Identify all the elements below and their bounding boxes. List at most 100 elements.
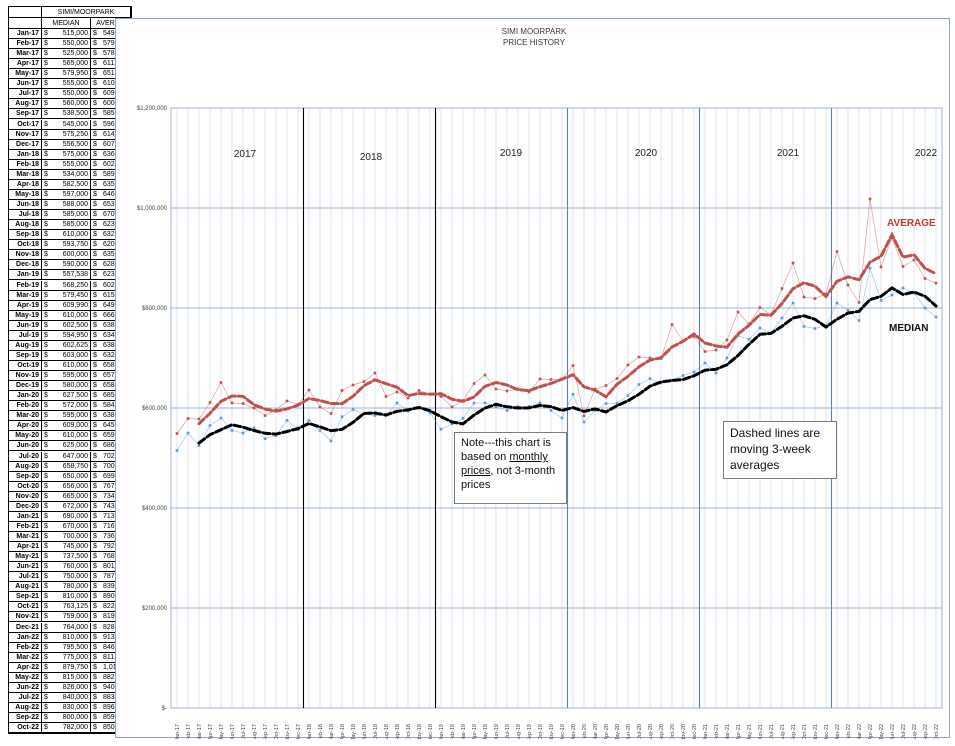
row-median: $534,000 [42, 169, 91, 180]
row-month: Aug-17 [9, 99, 42, 110]
average-point [340, 389, 344, 392]
table-row: Jun-19 $602,500 $638, [9, 320, 131, 331]
table-row: Feb-20 $572,000 $584, [9, 401, 131, 412]
x-tick-label: Apr-18 [340, 724, 346, 739]
x-tick-label: Jan-19 [439, 724, 445, 739]
x-tick-label: May-22 [879, 724, 885, 739]
table-row: Jun-21 $760,000 $801, [9, 562, 131, 573]
row-month: Jan-22 [9, 632, 42, 643]
table-row: Jan-21 $690,000 $713, [9, 511, 131, 522]
table-row: Jan-22 $810,000 $913 [9, 632, 131, 643]
year-label: 2021 [777, 148, 800, 159]
price-history-chart: $1,200,000 $1,000,000 $800,000 $600,000 $400… [115, 18, 950, 739]
row-median: $585,000 [42, 210, 91, 221]
average-point [351, 383, 355, 387]
table-row: Jan-17 $515,000 $549, [9, 29, 131, 39]
average-point [703, 350, 707, 353]
median-point [351, 408, 355, 411]
row-month: Mar-18 [9, 169, 42, 180]
row-median: $515,000 [42, 29, 91, 39]
average-point [197, 417, 201, 421]
median-point [736, 334, 740, 337]
median-point [439, 427, 443, 431]
row-median: $600,000 [42, 250, 91, 261]
row-month: Jul-17 [9, 89, 42, 100]
row-median: $750,000 [42, 572, 91, 583]
x-tick-label: Sep-18 [395, 724, 401, 739]
row-median: $763,125 [42, 602, 91, 613]
x-tick-label: Mar-22 [857, 724, 863, 739]
median-point [923, 306, 927, 310]
row-median: $810,000 [42, 592, 91, 603]
average-point [527, 390, 531, 394]
x-tick-label: Jan-17 [175, 724, 181, 739]
row-month: Feb-19 [9, 280, 42, 291]
x-tick-label: Aug-20 [648, 724, 654, 739]
row-month: Feb-17 [9, 39, 42, 50]
average-point [725, 338, 729, 342]
row-median: $810,000 [42, 632, 91, 643]
x-tick-label: Jun-20 [626, 724, 632, 739]
median-point [912, 291, 916, 295]
average-point [384, 395, 388, 398]
row-month: Jul-20 [9, 451, 42, 462]
table-row: Nov-21 $759,000 $819, [9, 612, 131, 623]
average-point [417, 389, 421, 392]
row-median: $647,000 [42, 451, 91, 462]
row-month: Dec-20 [9, 501, 42, 512]
row-median: $840,000 [42, 692, 91, 703]
row-month: Jun-20 [9, 441, 42, 452]
x-tick-label: May-18 [351, 724, 357, 739]
row-month: Jun-22 [9, 682, 42, 693]
table-row: Dec-20 $672,000 $743, [9, 501, 131, 512]
x-tick-label: Jul-18 [373, 724, 379, 739]
row-month: Feb-18 [9, 159, 42, 170]
median-point [648, 377, 652, 380]
table-row: Oct-18 $593,750 $620, [9, 240, 131, 251]
row-month: Jun-17 [9, 79, 42, 90]
row-month: Sep-21 [9, 592, 42, 603]
row-month: Mar-19 [9, 290, 42, 301]
x-tick-label: Oct-20 [670, 724, 676, 739]
row-month: Sep-22 [9, 713, 42, 724]
row-month: Mar-20 [9, 411, 42, 422]
row-median: $610,000 [42, 230, 91, 241]
row-median: $775,000 [42, 652, 91, 663]
median-point [626, 394, 630, 397]
row-median: $780,000 [42, 582, 91, 593]
year-label: 2019 [500, 148, 523, 159]
y-tick-label: $1,000,000 [137, 206, 168, 212]
x-tick-label: Oct-17 [274, 724, 280, 739]
row-month: Mar-21 [9, 532, 42, 542]
median-point [714, 371, 718, 375]
x-tick-label: Sep-20 [659, 724, 665, 739]
row-median: $609,000 [42, 421, 91, 432]
table-row: Jun-17 $555,000 $610, [9, 79, 131, 90]
row-month: Oct-22 [9, 723, 42, 733]
average-point [868, 197, 872, 201]
median-point [846, 308, 850, 312]
x-tick-label: May-20 [615, 724, 621, 739]
x-tick-label: Sep-17 [263, 724, 269, 739]
y-tick-label: $1,200,000 [137, 106, 168, 112]
row-median: $700,000 [42, 532, 91, 542]
average-point [219, 381, 223, 384]
median-point [428, 411, 432, 415]
x-tick-label: Apr-20 [604, 724, 610, 739]
table-row: Aug-22 $830,000 $896, [9, 703, 131, 714]
x-tick-label: Sep-21 [791, 724, 797, 739]
row-median: $597,000 [42, 189, 91, 200]
table-row: Mar-18 $534,000 $589, [9, 169, 131, 180]
table-row: Sep-17 $538,500 $585, [9, 109, 131, 120]
median-point [615, 401, 619, 405]
x-tick-label: Sep-19 [527, 724, 533, 739]
median-point [703, 361, 707, 365]
median-point [780, 316, 784, 320]
table-row: Aug-18 $585,000 $623, [9, 220, 131, 231]
row-median: $760,000 [42, 562, 91, 573]
row-month: Feb-21 [9, 521, 42, 532]
row-median: $579,450 [42, 290, 91, 301]
row-median: $690,000 [42, 511, 91, 522]
row-median: $672,000 [42, 501, 91, 512]
table-row: Mar-20 $595,000 $638, [9, 411, 131, 422]
